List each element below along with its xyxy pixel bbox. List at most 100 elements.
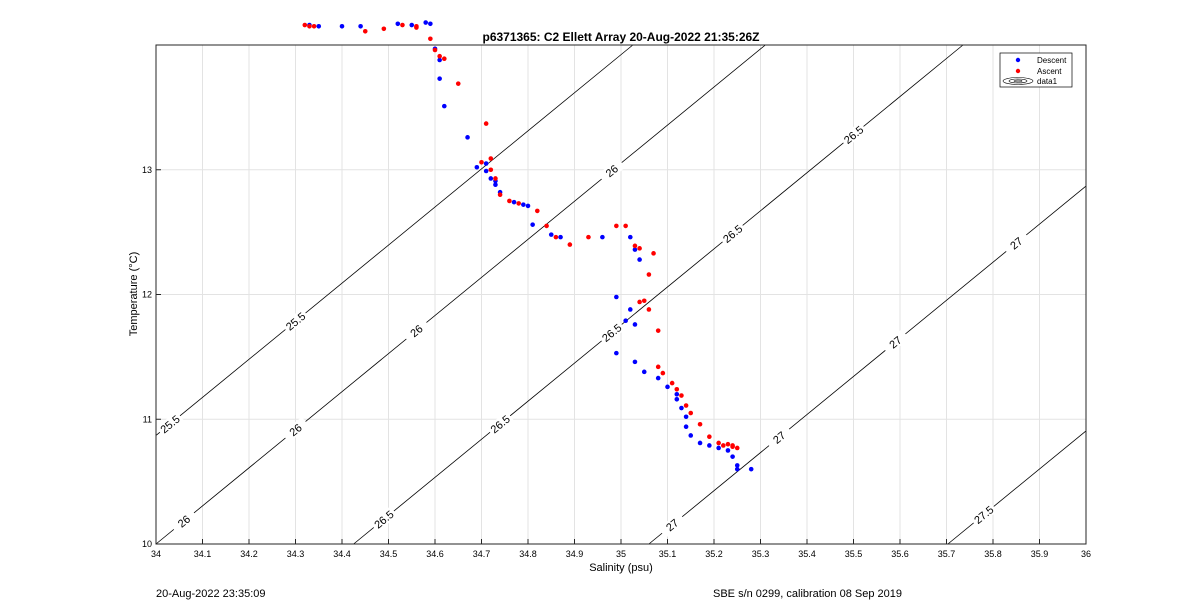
descent-series xyxy=(307,20,754,472)
contour-label-bg xyxy=(281,416,310,443)
contour-line xyxy=(155,44,766,545)
descent-point xyxy=(493,182,498,188)
descent-point xyxy=(734,466,740,472)
descent-point xyxy=(428,21,433,27)
descent-point xyxy=(748,466,754,472)
contour-label-bg xyxy=(658,512,687,538)
contour-label-bg xyxy=(765,424,793,451)
ascent-point xyxy=(442,56,447,62)
legend-ascent-label: Ascent xyxy=(1037,67,1062,76)
descent-point xyxy=(525,203,531,209)
x-tick-label: 35.5 xyxy=(845,549,863,559)
ascent-point xyxy=(483,121,489,126)
contour-label-bg xyxy=(281,308,310,335)
x-tick-label: 34.8 xyxy=(519,549,537,559)
descent-point xyxy=(697,440,703,446)
descent-point xyxy=(688,433,694,438)
ascent-point xyxy=(311,23,317,29)
x-tick-label: 34.4 xyxy=(333,549,351,559)
descent-point xyxy=(614,294,619,300)
ascent-point xyxy=(488,156,494,161)
legend-descent-label: Descent xyxy=(1037,56,1067,65)
descent-point xyxy=(641,369,647,375)
descent-point xyxy=(730,454,735,459)
contour-label-bg xyxy=(881,329,910,356)
data-points xyxy=(302,20,754,472)
x-axis-label: Salinity (psu) xyxy=(589,562,653,574)
descent-point xyxy=(358,23,363,29)
ascent-point xyxy=(697,421,703,427)
descent-point xyxy=(600,234,605,240)
contour-line xyxy=(155,44,634,436)
ascent-point xyxy=(674,387,680,392)
descent-point xyxy=(632,247,638,252)
descent-point xyxy=(558,234,563,240)
contour-label: 26 xyxy=(288,422,305,439)
x-tick-label: 34.3 xyxy=(287,549,305,559)
ascent-point xyxy=(669,380,675,386)
descent-point xyxy=(339,23,345,29)
ascent-point xyxy=(381,26,387,32)
ascent-point xyxy=(516,201,521,206)
x-tick-label: 34.6 xyxy=(426,549,444,559)
ascent-point xyxy=(432,47,438,53)
descent-point xyxy=(474,164,480,170)
descent-point xyxy=(614,350,619,356)
ascent-point xyxy=(507,198,512,204)
ascent-point xyxy=(683,403,689,408)
descent-point xyxy=(655,375,661,381)
y-tick-label: 10 xyxy=(142,539,152,549)
ascent-point xyxy=(707,434,712,440)
ascent-point xyxy=(455,81,461,86)
ascent-point xyxy=(535,208,540,214)
y-axis-label: Temperature (°C) xyxy=(128,252,140,336)
descent-point xyxy=(548,232,554,237)
contour-label-bg xyxy=(369,506,398,533)
ascent-point xyxy=(730,444,735,449)
contour-label-bg xyxy=(156,411,184,437)
ascent-point xyxy=(362,28,368,34)
ascent-point xyxy=(614,223,619,229)
descent-point xyxy=(511,199,517,205)
x-tick-label: 35.3 xyxy=(752,549,770,559)
isopycnal-27.5: 27.5 xyxy=(947,430,1087,545)
ascent-point xyxy=(428,36,433,42)
x-tick-label: 36 xyxy=(1081,549,1091,559)
ascent-point xyxy=(679,393,684,398)
descent-point xyxy=(632,359,638,365)
contour-label-bg xyxy=(839,121,868,148)
y-tick-label: 13 xyxy=(142,165,152,175)
descent-point xyxy=(674,392,680,397)
x-tick-label: 34.7 xyxy=(473,549,491,559)
descent-point xyxy=(437,57,442,63)
ascent-point xyxy=(716,440,721,446)
descent-point xyxy=(483,161,489,166)
x-tick-label: 35.6 xyxy=(891,549,909,559)
descent-point xyxy=(423,20,429,25)
descent-point xyxy=(530,222,535,227)
descent-point xyxy=(628,307,633,312)
contour-label: 27 xyxy=(1008,235,1025,252)
contour-label: 27 xyxy=(664,517,681,534)
ascent-point xyxy=(651,251,656,256)
contour-label: 26 xyxy=(408,323,425,340)
isopycnal-26: 26 26 26 26 xyxy=(155,44,766,545)
legend-box xyxy=(999,52,1073,88)
x-tick-label: 34.5 xyxy=(380,549,398,559)
ascent-point xyxy=(544,223,549,229)
descent-point xyxy=(707,443,712,448)
ascent-point xyxy=(725,441,731,447)
descent-point xyxy=(716,445,721,451)
contour-label-bg xyxy=(170,508,198,535)
contour-label-bg xyxy=(718,220,747,247)
ascent-point xyxy=(307,23,312,29)
ascent-series xyxy=(302,22,740,451)
x-tick-label: 34.9 xyxy=(566,549,584,559)
contour-label-bg xyxy=(597,157,626,184)
descent-point xyxy=(637,257,642,262)
ascent-point xyxy=(497,192,503,197)
y-tick-label: 12 xyxy=(142,290,152,300)
ascent-point xyxy=(721,443,726,448)
descent-point xyxy=(725,448,731,453)
